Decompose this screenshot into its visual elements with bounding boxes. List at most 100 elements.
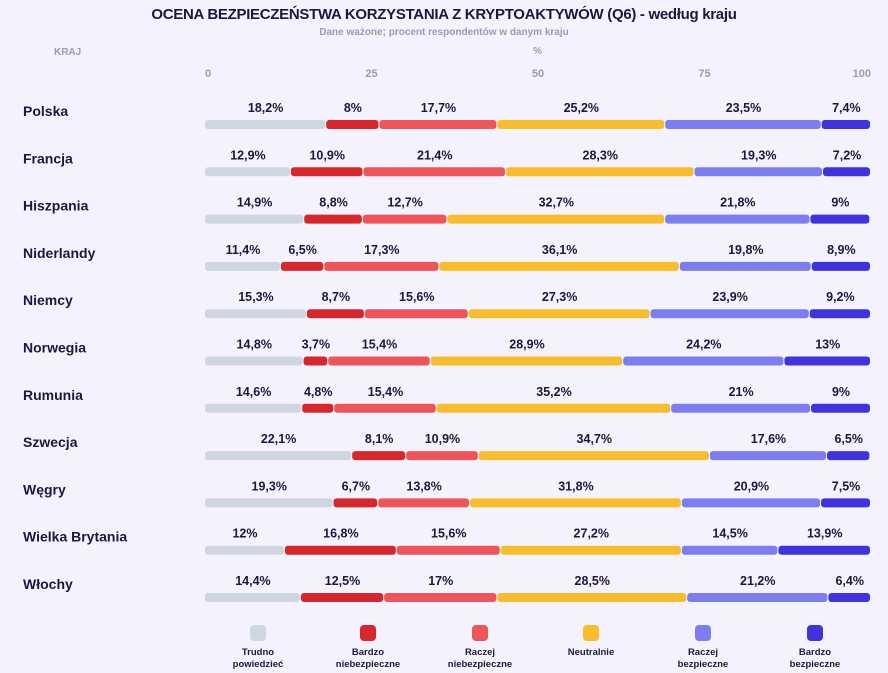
bar-segment — [303, 356, 328, 366]
data-label: 21,2% — [740, 574, 775, 588]
data-label: 14,4% — [235, 574, 270, 588]
data-label: 24,2% — [686, 338, 721, 352]
legend-label-line1: Bardzo — [798, 647, 832, 658]
bar-segment — [205, 120, 326, 129]
bar-segment — [205, 261, 280, 271]
data-label: 14,9% — [237, 196, 272, 210]
bar-segment — [500, 545, 681, 555]
data-label: 17,6% — [751, 432, 786, 446]
data-label: 9,2% — [826, 290, 855, 304]
bar-segment — [304, 214, 362, 224]
bar-segment — [205, 309, 306, 319]
bar-segment — [665, 214, 810, 224]
legend-swatch — [695, 625, 711, 641]
country-label: Włochy — [23, 576, 73, 592]
chart-subtitle: Dane ważone; procent respondentów w dany… — [319, 27, 569, 38]
legend-item: Bardzo bezpieczne — [760, 625, 870, 671]
data-label: 8,1% — [365, 432, 394, 446]
country-label: Norwegia — [23, 340, 86, 356]
data-label: 15,4% — [368, 385, 403, 399]
bar-segment — [810, 214, 870, 224]
data-label: 19,3% — [741, 148, 776, 162]
data-label: 12,9% — [230, 148, 265, 162]
legend-label-line2: bezpieczne — [789, 659, 841, 670]
data-label: 27,2% — [574, 527, 609, 541]
bar-segment — [809, 309, 870, 319]
data-label: 22,1% — [261, 432, 296, 446]
bar-segment — [363, 167, 506, 177]
country-label: Niemcy — [23, 292, 73, 308]
data-label: 31,8% — [558, 479, 593, 493]
data-label: 15,4% — [362, 338, 397, 352]
data-label: 13,8% — [406, 479, 441, 493]
bar-segment — [468, 309, 650, 319]
stacked-bar-chart: 0 25 50 75 100 Polska 18,2% 8% 17,7% 25,2% 23,5% 7,… — [23, 68, 871, 602]
data-label: 35,2% — [536, 385, 571, 399]
country-label: Szwecja — [23, 434, 78, 450]
data-label: 12% — [232, 527, 257, 541]
bar-segment — [497, 120, 665, 129]
data-label: 32,7% — [539, 196, 574, 210]
bar-segment — [828, 593, 870, 602]
bar-segment — [470, 498, 681, 508]
legend-item: Bardzo niebezpieczne — [313, 625, 423, 671]
bar-segment — [280, 261, 324, 271]
legend-item: Raczej bezpieczne — [648, 625, 758, 671]
data-label: 8,8% — [319, 196, 348, 210]
data-label: 18,2% — [248, 101, 283, 115]
country-label: Niderlandy — [23, 245, 96, 261]
bar-segment — [205, 545, 284, 555]
bar-segment — [827, 451, 870, 461]
data-label: 21,4% — [417, 148, 452, 162]
legend-swatch — [583, 625, 599, 641]
data-label: 10,9% — [309, 148, 344, 162]
data-label: 6,7% — [342, 479, 371, 493]
bar-segment — [300, 593, 384, 602]
x-tick-label: 75 — [698, 68, 710, 80]
data-label: 4,8% — [304, 385, 333, 399]
data-label: 12,7% — [387, 196, 422, 210]
data-label: 28,5% — [575, 574, 610, 588]
x-tick-label: 0 — [205, 68, 211, 80]
bar-segment — [506, 167, 694, 177]
legend-swatch — [807, 625, 823, 641]
data-label: 19,8% — [728, 243, 763, 257]
legend-label-line1: Trudno — [241, 647, 275, 658]
bar-segment — [205, 593, 300, 602]
data-label: 19,3% — [252, 479, 287, 493]
bar-segment — [665, 120, 821, 129]
bar-segment — [205, 356, 303, 366]
data-label: 8,9% — [827, 243, 856, 257]
chart-legend: Trudno powiedzieć Bardzo niebezpieczne Racze… — [0, 625, 888, 673]
bar-segment — [406, 451, 478, 461]
bar-segment — [681, 498, 821, 508]
country-label: Rumunia — [23, 387, 83, 403]
legend-label-line1: Bardzo — [351, 647, 385, 658]
data-label: 25,2% — [564, 101, 599, 115]
bar-segment — [328, 356, 430, 366]
bar-segment — [205, 451, 352, 461]
legend-item: Neutralnie — [536, 625, 646, 659]
legend-label-line1: Raczej — [687, 647, 719, 658]
bar-segment — [823, 167, 870, 177]
country-column-header: KRAJ — [54, 47, 82, 58]
country-label: Hiszpania — [23, 198, 89, 214]
legend-label-line1: Neutralnie — [567, 647, 615, 658]
data-label: 7,2% — [833, 148, 862, 162]
bar-segment — [784, 356, 870, 366]
bar-segment — [687, 593, 828, 602]
bar-segment — [623, 356, 784, 366]
bar-segment — [436, 403, 671, 413]
legend-item: Trudno powiedzieć — [203, 625, 313, 671]
bar-segment — [334, 403, 436, 413]
data-label: 23,5% — [726, 101, 761, 115]
bar-segment — [384, 593, 497, 602]
legend-label-line2: bezpieczne — [677, 659, 729, 670]
bar-segment — [694, 167, 823, 177]
bar-segment — [478, 451, 709, 461]
bar-segment — [439, 261, 679, 271]
bar-segment — [379, 120, 497, 129]
data-label: 7,4% — [832, 101, 861, 115]
x-tick-label: 100 — [853, 68, 871, 80]
axis-unit-label: % — [533, 46, 542, 57]
